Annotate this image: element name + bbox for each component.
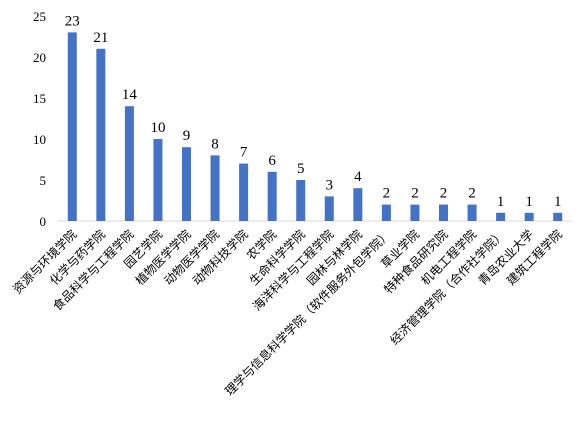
bar — [553, 212, 563, 221]
bar — [210, 155, 220, 221]
bar — [153, 139, 163, 221]
bar — [496, 212, 506, 221]
y-tick-label: 5 — [40, 173, 47, 188]
bar — [353, 188, 363, 221]
value-label: 23 — [65, 13, 80, 29]
bar — [267, 171, 277, 221]
value-label: 2 — [411, 186, 419, 202]
bar — [524, 212, 534, 221]
value-label: 5 — [297, 161, 305, 177]
y-tick-label: 15 — [33, 91, 46, 106]
value-label: 6 — [268, 153, 276, 169]
bar — [96, 48, 106, 221]
bar — [67, 32, 77, 222]
bar — [324, 196, 334, 221]
value-label: 4 — [354, 169, 362, 185]
bar — [410, 204, 420, 221]
value-label: 1 — [554, 194, 562, 210]
bar — [124, 106, 134, 221]
value-label: 2 — [383, 186, 391, 202]
bar — [467, 204, 477, 221]
bar — [381, 204, 391, 221]
y-tick-label: 10 — [33, 132, 46, 147]
bar — [296, 180, 306, 221]
value-label: 3 — [326, 177, 334, 193]
y-tick-label: 0 — [40, 214, 47, 229]
value-label: 1 — [525, 194, 533, 210]
value-label: 8 — [211, 136, 219, 152]
bar — [439, 204, 448, 221]
bar — [239, 163, 249, 221]
value-label: 10 — [150, 120, 165, 136]
bar — [182, 147, 191, 221]
value-label: 2 — [440, 186, 448, 202]
value-label: 7 — [240, 145, 248, 161]
value-label: 14 — [122, 87, 138, 103]
value-label: 2 — [468, 186, 476, 202]
y-tick-label: 25 — [33, 9, 46, 24]
value-label: 1 — [497, 194, 505, 210]
value-label: 21 — [93, 30, 108, 46]
value-label: 9 — [183, 128, 191, 144]
y-tick-label: 20 — [33, 50, 46, 65]
